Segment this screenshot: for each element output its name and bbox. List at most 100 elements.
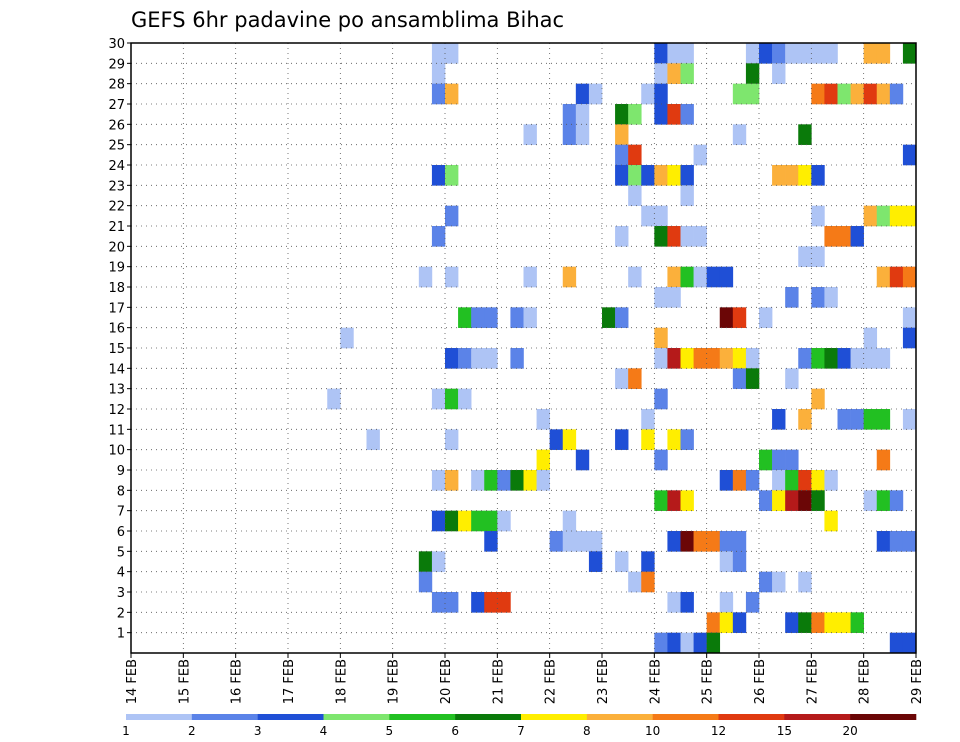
cell-member-28-step-34: [575, 83, 590, 105]
x-tick-label: 22 FEB: [544, 659, 559, 704]
legend-label: 5: [386, 724, 394, 738]
cell-member-19-step-24: [445, 266, 459, 288]
legend-label: 3: [254, 724, 262, 738]
cell-member-12-step-55: [850, 409, 864, 430]
cell-member-2-step-46: [732, 612, 747, 633]
cell-member-27-step-37: [615, 104, 629, 125]
cell-member-2-step-44: [706, 612, 721, 633]
cell-member-22-step-52: [811, 205, 825, 227]
y-tick-label: 24: [108, 159, 125, 174]
cell-member-20-step-51: [798, 246, 812, 267]
cell-member-19-step-38: [628, 266, 642, 288]
cell-member-6-step-33: [562, 531, 577, 552]
y-tick-label: 8: [117, 484, 125, 499]
cell-member-19-step-57: [876, 266, 891, 288]
cell-member-27-step-38: [628, 104, 642, 125]
cell-member-12-step-49: [772, 409, 786, 430]
cell-member-18-step-52: [811, 287, 825, 308]
cell-member-14-step-38: [628, 368, 642, 389]
cell-member-13-step-23: [431, 388, 446, 410]
y-tick-label: 30: [108, 37, 125, 52]
y-tick-label: 28: [108, 78, 125, 93]
x-tick-label: 29 FEB: [910, 659, 925, 704]
cell-member-24-step-42: [680, 165, 694, 186]
cell-member-8-step-56: [863, 490, 878, 511]
cell-member-4-step-39: [641, 571, 655, 593]
cell-member-25-step-37: [615, 144, 629, 166]
cell-member-27-step-41: [667, 104, 681, 125]
cell-member-17-step-30: [523, 307, 537, 328]
legend-swatch-4: [323, 714, 390, 720]
x-tick-label: 14 FEB: [125, 659, 140, 704]
cell-member-28-step-39: [641, 83, 655, 105]
cell-member-24-step-39: [641, 165, 655, 186]
y-tick-label: 15: [108, 342, 125, 357]
cell-member-26-step-46: [732, 124, 747, 145]
x-tick-label: 19 FEB: [387, 659, 402, 704]
cell-member-17-step-59: [902, 307, 917, 328]
cell-member-28-step-40: [654, 83, 668, 105]
cell-member-7-step-27: [484, 510, 498, 532]
cell-member-6-step-27: [484, 531, 498, 552]
cell-member-5-step-46: [732, 551, 747, 572]
cell-member-13-step-25: [458, 388, 472, 410]
cell-member-7-step-26: [471, 510, 485, 532]
cell-member-11-step-41: [667, 429, 681, 450]
cell-member-26-step-37: [615, 124, 629, 145]
cell-member-24-step-24: [445, 165, 459, 186]
cell-member-18-step-40: [654, 287, 668, 308]
cell-member-29-step-49: [772, 63, 786, 84]
cell-member-5-step-39: [641, 551, 655, 572]
cell-member-19-step-42: [680, 266, 694, 288]
cell-member-27-step-34: [575, 104, 590, 125]
cell-member-24-step-40: [654, 165, 668, 186]
color-legend: 1 2 3 4 5 6 7 8 10 12 15 20: [122, 714, 917, 738]
cell-member-9-step-51: [798, 470, 812, 491]
cell-member-27-step-42: [680, 104, 694, 125]
y-tick-label: 21: [108, 220, 125, 235]
cell-member-16-step-16: [340, 327, 354, 349]
cell-member-6-step-59: [902, 531, 917, 552]
cell-member-17-step-25: [458, 307, 472, 328]
cell-member-10-step-34: [575, 449, 590, 471]
cell-member-26-step-51: [798, 124, 812, 145]
cell-member-9-step-23: [431, 470, 446, 491]
cell-member-3-step-24: [445, 592, 459, 613]
cell-member-29-step-23: [431, 63, 446, 84]
y-tick-label: 29: [108, 57, 125, 72]
cell-member-24-step-50: [785, 165, 799, 186]
gridlines: [131, 43, 916, 653]
cell-member-15-step-45: [719, 348, 734, 369]
cell-member-9-step-27: [484, 470, 498, 491]
cell-member-15-step-41: [667, 348, 681, 369]
cell-member-8-step-51: [798, 490, 812, 511]
cell-member-9-step-30: [523, 470, 537, 491]
y-tick-label: 13: [108, 383, 125, 398]
cell-member-4-step-22: [418, 571, 433, 593]
x-tick-label: 17 FEB: [282, 659, 297, 704]
cell-member-16-step-59: [902, 327, 917, 349]
legend-label: 4: [320, 724, 328, 738]
legend-swatch-1: [126, 714, 193, 720]
cell-member-7-step-33: [562, 510, 577, 532]
cell-member-8-step-40: [654, 490, 668, 511]
cell-member-22-step-24: [445, 205, 459, 227]
legend-swatch-5: [389, 714, 456, 720]
legend-swatch-3: [257, 714, 324, 720]
cell-member-1-step-41: [667, 632, 681, 654]
cell-member-15-step-53: [824, 348, 838, 369]
cell-member-28-step-52: [811, 83, 825, 105]
cell-member-21-step-40: [654, 226, 668, 247]
cell-member-2-step-50: [785, 612, 799, 633]
cell-member-26-step-34: [575, 124, 590, 145]
cell-member-11-step-32: [549, 429, 564, 450]
y-tick-label: 7: [117, 505, 125, 520]
y-tick-label: 22: [108, 200, 125, 215]
cell-member-25-step-38: [628, 144, 642, 166]
cell-member-9-step-49: [772, 470, 786, 491]
cell-member-15-step-54: [837, 348, 851, 369]
cell-member-24-step-23: [431, 165, 446, 186]
cell-member-5-step-35: [588, 551, 603, 572]
legend-label: 20: [843, 724, 858, 738]
cell-member-14-step-50: [785, 368, 799, 389]
